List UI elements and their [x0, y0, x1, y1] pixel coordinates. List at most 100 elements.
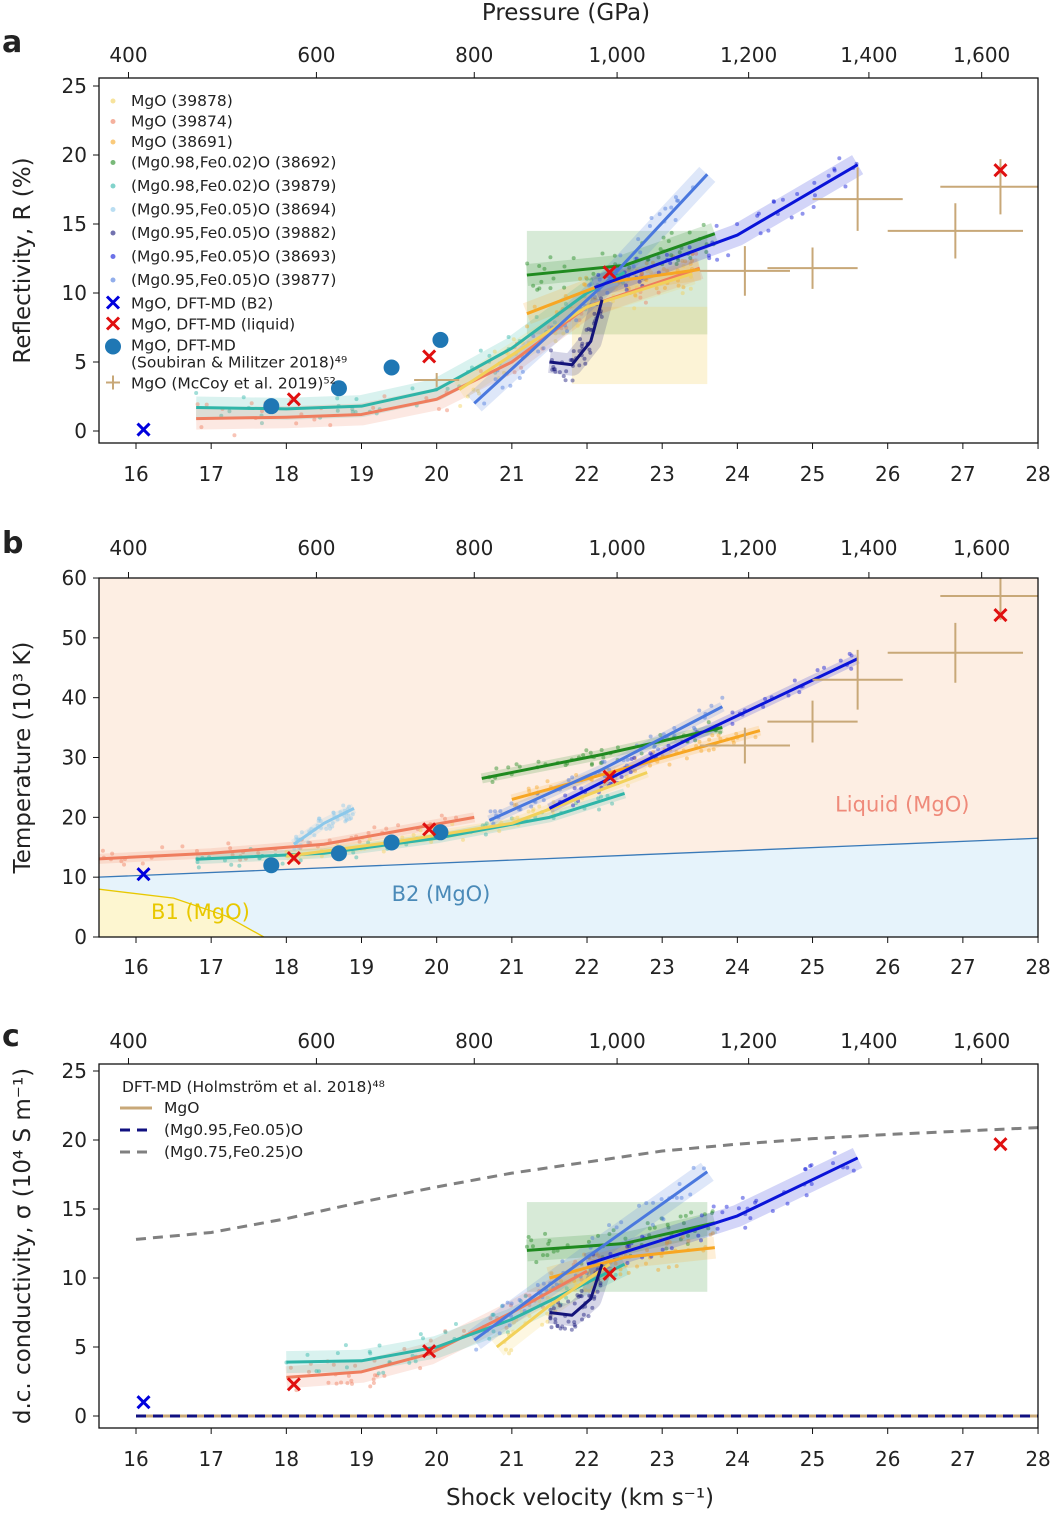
scatter-point	[599, 748, 604, 753]
scatter-point	[628, 770, 633, 775]
dft-liquid-marker	[602, 769, 617, 784]
scatter-point	[237, 863, 242, 868]
scatter-point	[579, 1294, 584, 1299]
scatter-point	[562, 1326, 567, 1331]
scatter-point	[701, 222, 706, 227]
scatter-point	[407, 1360, 412, 1365]
scatter-point	[598, 784, 603, 789]
scatter-point	[580, 1317, 585, 1322]
phase-label: B1 (MgO)	[151, 900, 250, 924]
scatter-point	[563, 378, 568, 383]
scatter-point	[335, 1351, 340, 1356]
soubiran-point	[263, 398, 280, 415]
top-tick-label: 1,200	[720, 43, 777, 67]
x-tick-label: 19	[349, 462, 374, 486]
panel-letter-b: b	[2, 526, 23, 561]
legend-item: MgO (McCoy et al. 2019)⁵²	[106, 375, 336, 393]
scatter-point	[542, 266, 547, 271]
fit-line-38693	[548, 657, 859, 810]
scatter-point	[517, 1297, 522, 1302]
scatter-point	[564, 1286, 569, 1291]
scatter-point	[353, 410, 358, 415]
scatter-point	[530, 808, 535, 813]
scatter-point	[531, 283, 536, 288]
top-tick-label: 800	[455, 1029, 493, 1053]
scatter-point	[590, 1305, 595, 1310]
scatter-point	[803, 1167, 808, 1172]
scatter-point	[354, 397, 359, 402]
legend-label: (Mg0.75,Fe0.25)O	[164, 1143, 303, 1161]
scatter-point	[420, 1336, 425, 1341]
scatter-point	[349, 1381, 354, 1386]
scatter-point	[546, 1241, 551, 1246]
scatter-point	[564, 325, 569, 330]
scatter-point	[661, 1217, 666, 1222]
scatter-point	[702, 1212, 707, 1217]
legend-label: MgO, DFT-MD (B2)	[131, 295, 273, 313]
scatter-point	[331, 810, 336, 815]
scatter-point	[659, 1216, 664, 1221]
scatter-point	[553, 1317, 558, 1322]
scatter-point	[599, 794, 604, 799]
top-tick-label: 1,000	[588, 43, 645, 67]
scatter-point	[537, 264, 542, 269]
y-tick-label: 0	[74, 925, 87, 949]
x-tick-label: 27	[950, 955, 975, 979]
dft-liquid-marker	[602, 1266, 617, 1281]
scatter-point	[600, 759, 605, 764]
scatter-point	[605, 793, 610, 798]
scatter-point	[119, 859, 124, 864]
scatter-point	[316, 1369, 321, 1374]
scatter-point	[530, 1244, 535, 1249]
scatter-point	[715, 1226, 720, 1231]
scatter-point	[509, 816, 514, 821]
scatter-point	[491, 1312, 496, 1317]
legend-x-icon	[105, 295, 121, 310]
scatter-point	[100, 848, 105, 853]
scatter-point	[327, 838, 332, 843]
mccoy-point	[767, 247, 858, 289]
scatter-point	[494, 766, 499, 771]
scatter-point	[506, 351, 511, 356]
scatter-point	[498, 809, 503, 814]
scatter-point	[581, 1312, 586, 1317]
scatter-point	[771, 199, 776, 204]
scatter-point	[652, 743, 657, 748]
scatter-point	[560, 1259, 565, 1264]
scatter-point	[581, 753, 586, 758]
scatter-point	[680, 291, 685, 296]
mccoy-point	[699, 727, 790, 764]
scatter-point	[638, 278, 643, 283]
scatter-point	[316, 818, 321, 823]
scatter-point	[517, 376, 522, 381]
scatter-point	[288, 1365, 293, 1370]
scatter-point	[562, 264, 567, 269]
mccoy-point	[414, 373, 460, 387]
confidence-band	[571, 306, 708, 385]
scatter-point	[122, 862, 127, 867]
scatter-point	[555, 1324, 560, 1329]
scatter-point	[350, 409, 355, 414]
mccoy-point	[699, 246, 790, 296]
dft-curve	[135, 1126, 1038, 1241]
scatter-point	[710, 1210, 715, 1215]
scatter-point	[294, 421, 299, 426]
scatter-point	[488, 809, 493, 814]
scatter-point	[704, 249, 709, 254]
scatter-point	[465, 394, 470, 399]
scatter-point	[761, 704, 766, 709]
scatter-point	[578, 1293, 583, 1298]
scatter-point	[588, 327, 593, 332]
scatter-point	[647, 224, 652, 229]
legend-item: MgO, DFT-MD (liquid)	[105, 316, 295, 334]
scatter-point	[366, 840, 371, 845]
scatter-point	[566, 778, 571, 783]
scatter-point	[475, 388, 480, 393]
scatter-point	[505, 1300, 510, 1305]
plot-area	[135, 1126, 1038, 1418]
scatter-point	[508, 1303, 513, 1308]
x-tick-label: 25	[800, 955, 825, 979]
scatter-point	[627, 265, 632, 270]
scatter-point	[618, 253, 623, 258]
y-axis-title: Reflectivity, R (%)	[10, 157, 36, 363]
